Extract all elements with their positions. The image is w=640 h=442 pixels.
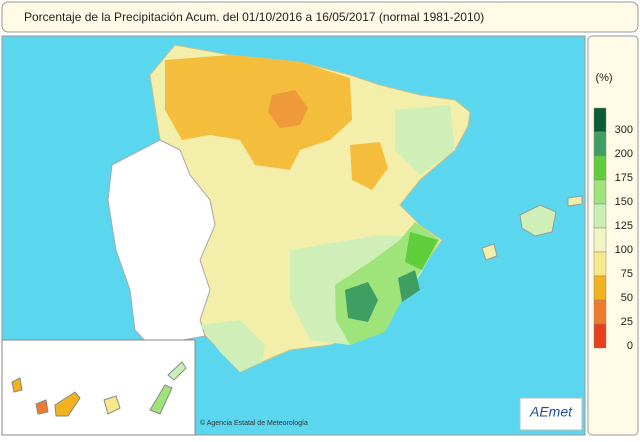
region-green-bright [405, 232, 438, 270]
legend-swatch [593, 155, 607, 181]
title-box [1, 1, 639, 33]
legend-label: 125 [615, 220, 633, 232]
island [11, 377, 23, 393]
region-dark-green-2 [398, 270, 420, 302]
title: Porcentaje de la Precipitación Acum. del… [24, 10, 484, 24]
logo-box [519, 397, 583, 431]
legend-unit: (%) [595, 72, 612, 84]
region-green-light [395, 105, 455, 175]
legend-label: 150 [615, 196, 633, 208]
legend-swatch [593, 107, 607, 133]
legend-swatch [593, 251, 607, 277]
legend: 300 200 175 150 125 100 75 50 25 0 [593, 107, 633, 352]
legend-label: 75 [621, 268, 633, 280]
legend-swatch [593, 275, 607, 301]
region-orange-2 [350, 142, 388, 190]
island [35, 399, 49, 415]
region-dark-orange [268, 90, 308, 128]
legend-label: 100 [615, 244, 633, 256]
legend-label: 0 [627, 340, 633, 352]
legend-swatch [593, 179, 607, 205]
region-dark-green [345, 282, 378, 322]
mallorca [519, 204, 557, 237]
legend-swatch [593, 203, 607, 229]
region-green-south [200, 320, 265, 372]
legend-label: 25 [621, 316, 633, 328]
island [167, 361, 187, 381]
island [54, 391, 81, 417]
legend-swatch [593, 299, 607, 325]
legend-swatch [593, 323, 607, 349]
island [103, 395, 121, 415]
canary-inset [1, 339, 196, 436]
map: © Agencia Estatal de Meteorología AEmet [1, 35, 586, 436]
menorca [567, 195, 583, 207]
legend-label: 50 [621, 292, 633, 304]
legend-label: 200 [615, 148, 633, 160]
legend-label: 175 [615, 172, 633, 184]
credit: © Agencia Estatal de Meteorología [200, 419, 308, 427]
region-orange [165, 55, 352, 170]
logo: AEmet [529, 404, 573, 420]
ibiza [481, 243, 498, 261]
island [149, 384, 173, 415]
legend-swatch [593, 131, 607, 157]
legend-label: 300 [615, 124, 633, 136]
legend-swatch [593, 227, 607, 253]
